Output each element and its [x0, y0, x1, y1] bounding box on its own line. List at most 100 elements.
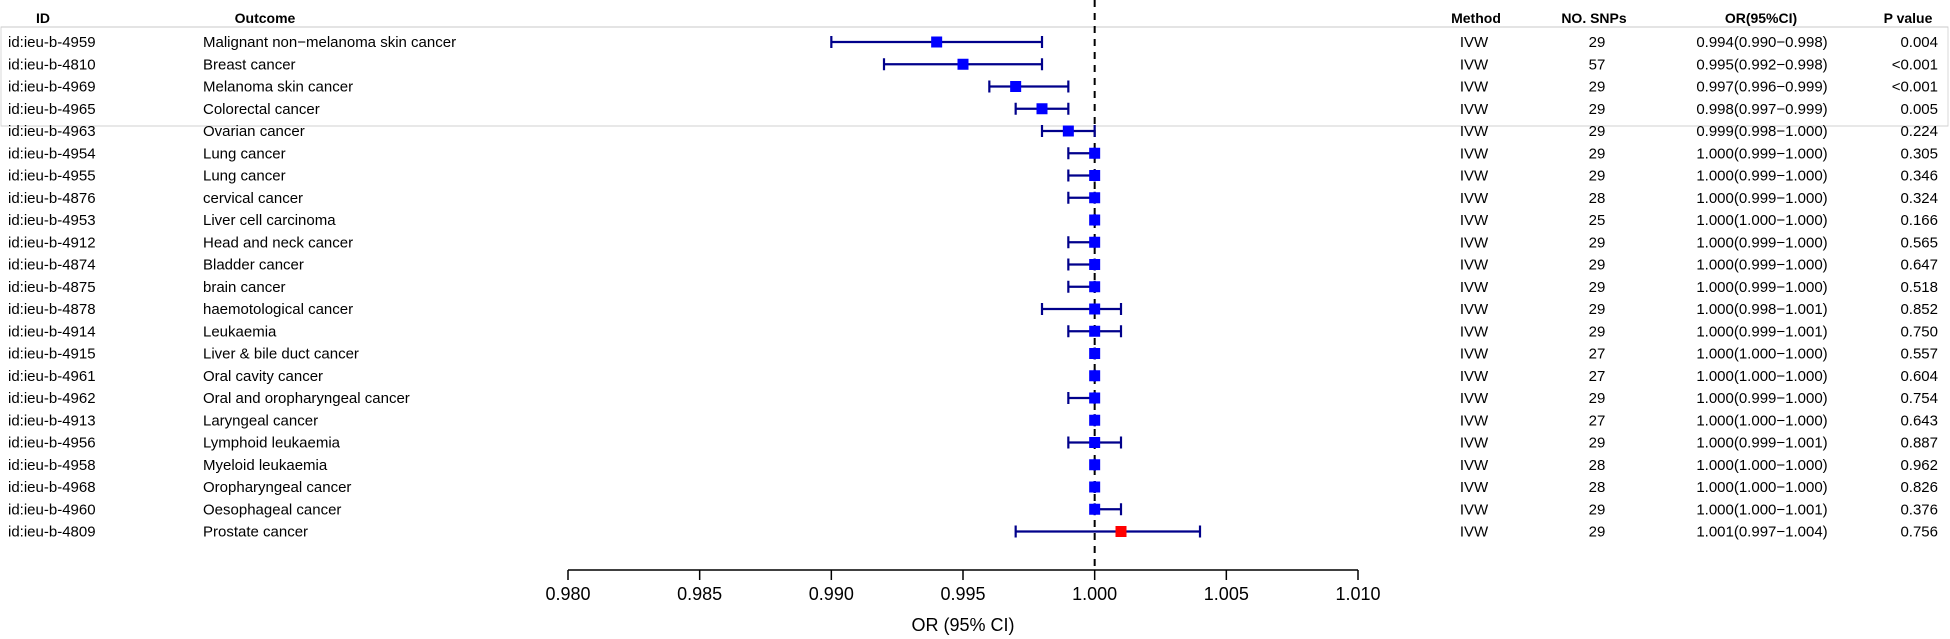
- point-estimate: [1089, 370, 1101, 382]
- table-rows: id:ieu-b-4959 Malignant non−melanoma skin…: [1, 34, 1948, 541]
- row-method: IVW: [1460, 390, 1489, 407]
- row-nsnps: 29: [1589, 79, 1606, 96]
- row-nsnps: 29: [1589, 168, 1606, 185]
- row-or-ci: 1.000(1.000−1.000): [1696, 457, 1827, 474]
- row-nsnps: 27: [1589, 346, 1606, 363]
- row-or-ci: 1.000(1.000−1.000): [1696, 368, 1827, 385]
- row-or-ci: 1.000(0.999−1.000): [1696, 190, 1827, 207]
- header-method: Method: [1451, 10, 1501, 26]
- table-row: id:ieu-b-4912 Head and neck cancer IVW 29 1.…: [8, 234, 1938, 251]
- table-row: id:ieu-b-4969 Melanoma skin cancer IVW 29 0.…: [8, 79, 1938, 96]
- point-estimate: [1010, 81, 1022, 92]
- x-tick-label: 0.985: [677, 584, 722, 604]
- point-estimate: [1089, 325, 1101, 337]
- table-row: id:ieu-b-4810 Breast cancer IVW 57 0.995(0.9…: [8, 56, 1938, 73]
- row-pvalue: <0.001: [1892, 79, 1938, 96]
- row-id: id:ieu-b-4962: [8, 390, 96, 407]
- row-outcome: Liver & bile duct cancer: [203, 346, 359, 363]
- row-pvalue: 0.166: [1900, 212, 1938, 229]
- row-or-ci: 1.000(1.000−1.000): [1696, 412, 1827, 429]
- point-estimate: [1089, 503, 1101, 515]
- row-id: id:ieu-b-4809: [8, 524, 96, 541]
- row-id: id:ieu-b-4810: [8, 56, 96, 73]
- row-outcome: Lung cancer: [203, 145, 286, 162]
- row-id: id:ieu-b-4874: [8, 257, 96, 274]
- row-pvalue: 0.376: [1900, 501, 1938, 518]
- row-id: id:ieu-b-4953: [8, 212, 96, 229]
- x-tick-label: 0.995: [940, 584, 985, 604]
- table-row: id:ieu-b-4875 brain cancer IVW 29 1.000(0.99…: [8, 279, 1938, 296]
- row-or-ci: 1.000(0.998−1.001): [1696, 301, 1827, 318]
- point-estimate: [957, 58, 969, 70]
- row-pvalue: 0.224: [1900, 123, 1938, 140]
- table-row: id:ieu-b-4959 Malignant non−melanoma skin…: [8, 34, 1938, 51]
- x-tick-label: 0.980: [545, 584, 590, 604]
- row-pvalue: 0.750: [1900, 323, 1938, 340]
- row-or-ci: 1.000(1.000−1.000): [1696, 212, 1827, 229]
- table-row: id:ieu-b-4965 Colorectal cancer IVW 29 0.998…: [8, 101, 1938, 118]
- row-nsnps: 27: [1589, 368, 1606, 385]
- row-method: IVW: [1460, 190, 1489, 207]
- row-id: id:ieu-b-4959: [8, 34, 96, 51]
- row-id: id:ieu-b-4965: [8, 101, 96, 118]
- row-method: IVW: [1460, 368, 1489, 385]
- point-estimate: [1089, 348, 1101, 359]
- row-outcome: Breast cancer: [203, 56, 296, 73]
- point-estimate: [1089, 459, 1101, 471]
- row-pvalue: 0.324: [1900, 190, 1938, 207]
- row-method: IVW: [1460, 168, 1489, 185]
- header-id: ID: [36, 10, 50, 26]
- row-outcome: brain cancer: [203, 279, 286, 296]
- table-row: id:ieu-b-4956 Lymphoid leukaemia IVW 29 1.00…: [8, 435, 1938, 452]
- row-or-ci: 1.000(0.999−1.000): [1696, 234, 1827, 251]
- x-tick-label: 1.010: [1335, 584, 1380, 604]
- row-method: IVW: [1460, 79, 1489, 96]
- table-row: id:ieu-b-4968 Oropharyngeal cancer IVW 28 1.…: [8, 479, 1938, 496]
- row-nsnps: 27: [1589, 412, 1606, 429]
- row-nsnps: 29: [1589, 101, 1606, 118]
- x-tick-label: 1.005: [1204, 584, 1249, 604]
- row-outcome: Oral cavity cancer: [203, 368, 323, 385]
- row-nsnps: 57: [1589, 56, 1606, 73]
- row-id: id:ieu-b-4913: [8, 412, 96, 429]
- row-method: IVW: [1460, 123, 1489, 140]
- row-id: id:ieu-b-4876: [8, 190, 96, 207]
- row-method: IVW: [1460, 234, 1489, 251]
- point-estimate: [1115, 526, 1127, 537]
- row-outcome: Malignant non−melanoma skin cancer: [203, 34, 456, 51]
- row-id: id:ieu-b-4956: [8, 435, 96, 452]
- header-nsnps: NO. SNPs: [1561, 10, 1627, 26]
- table-row: id:ieu-b-4874 Bladder cancer IVW 29 1.000(0.…: [8, 257, 1938, 274]
- row-nsnps: 29: [1589, 301, 1606, 318]
- row-nsnps: 28: [1589, 190, 1606, 207]
- row-pvalue: 0.756: [1900, 524, 1938, 541]
- row-outcome: Oesophageal cancer: [203, 501, 341, 518]
- row-outcome: Laryngeal cancer: [203, 412, 318, 429]
- row-nsnps: 29: [1589, 234, 1606, 251]
- row-outcome: Melanoma skin cancer: [203, 79, 353, 96]
- row-pvalue: 0.346: [1900, 168, 1938, 185]
- row-id: id:ieu-b-4875: [8, 279, 96, 296]
- row-or-ci: 1.000(0.999−1.001): [1696, 435, 1827, 452]
- x-tick-label: 1.000: [1072, 584, 1117, 604]
- row-or-ci: 1.000(1.000−1.000): [1696, 346, 1827, 363]
- row-id: id:ieu-b-4961: [8, 368, 96, 385]
- row-method: IVW: [1460, 323, 1489, 340]
- row-method: IVW: [1460, 145, 1489, 162]
- point-estimate: [1089, 170, 1101, 181]
- row-nsnps: 29: [1589, 123, 1606, 140]
- header-pvalue: P value: [1884, 10, 1933, 26]
- row-pvalue: 0.643: [1900, 412, 1938, 429]
- row-outcome: Liver cell carcinoma: [203, 212, 336, 229]
- row-outcome: Oral and oropharyngeal cancer: [203, 390, 410, 407]
- row-method: IVW: [1460, 479, 1489, 496]
- row-method: IVW: [1460, 435, 1489, 452]
- table-row: id:ieu-b-4915 Liver & bile duct cancer IVW…: [8, 346, 1938, 363]
- row-nsnps: 29: [1589, 390, 1606, 407]
- row-pvalue: 0.852: [1900, 301, 1938, 318]
- point-estimate: [1089, 414, 1101, 426]
- row-nsnps: 29: [1589, 279, 1606, 296]
- row-pvalue: 0.557: [1900, 346, 1938, 363]
- row-nsnps: 29: [1589, 323, 1606, 340]
